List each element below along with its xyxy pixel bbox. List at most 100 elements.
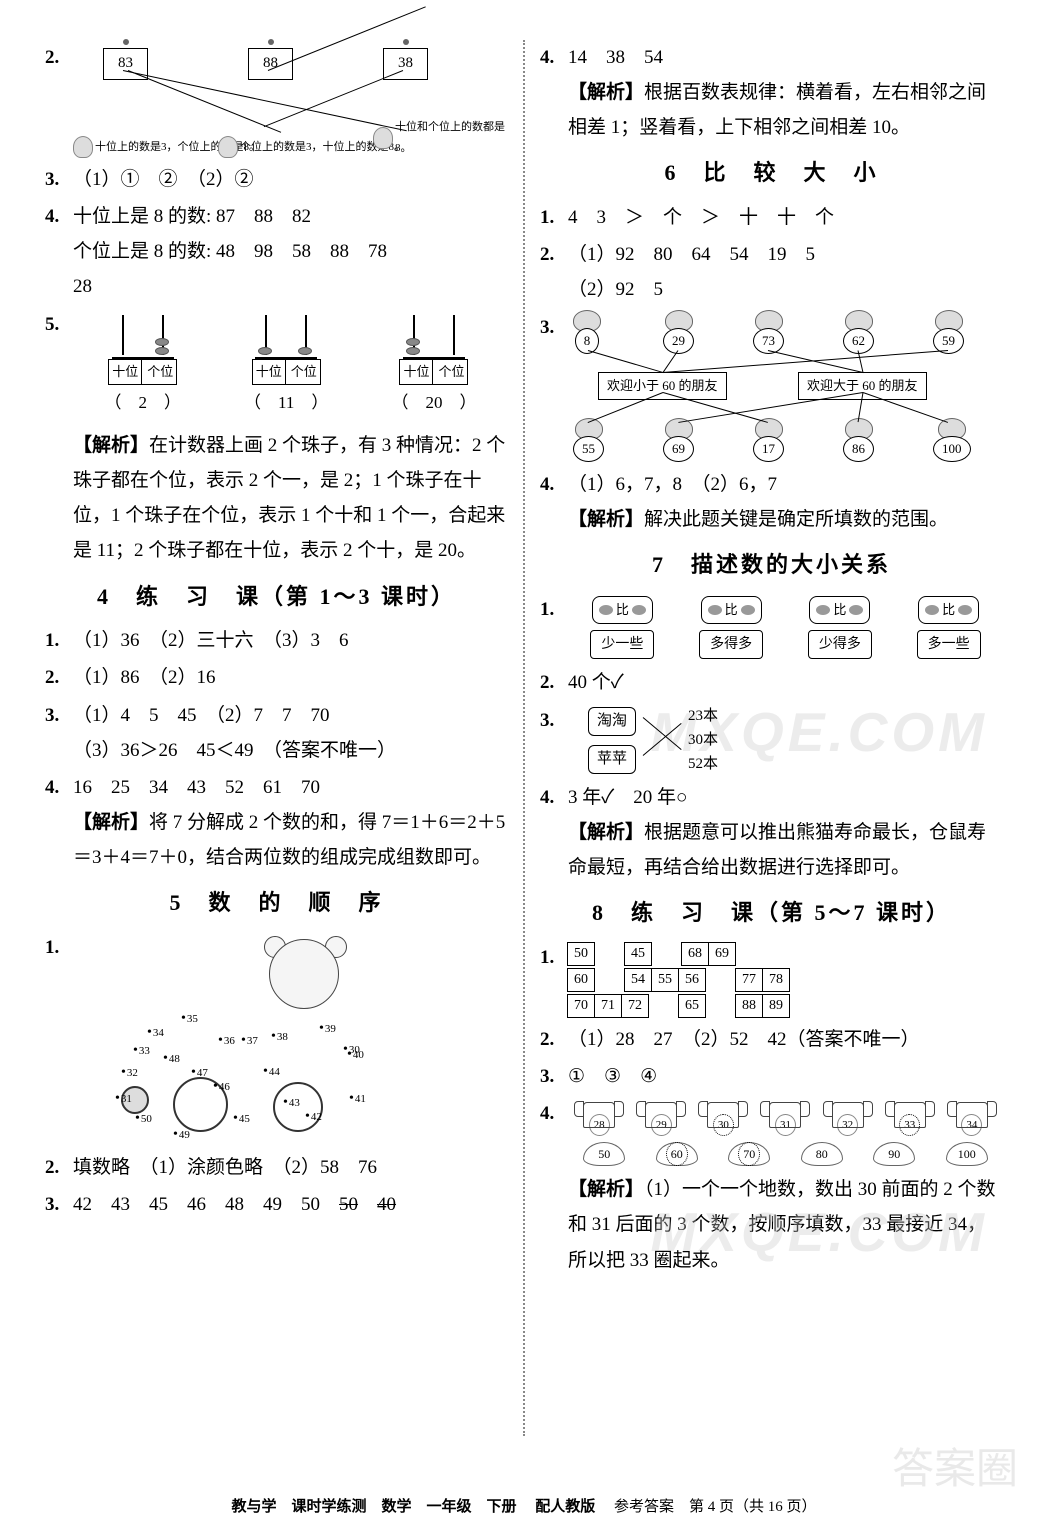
q4: 4. 十位上是 8 的数: 87 88 82 个位上是 8 的数: 48 98 … (45, 199, 508, 304)
hat-100: 100 (946, 1142, 988, 1166)
q3: 3. （1）① ② （2）② (45, 162, 508, 197)
face-diagram: 82973625955691786100欢迎小于 60 的朋友欢迎大于 60 的… (568, 310, 1003, 465)
num-cell: 68 (681, 942, 709, 966)
compare-row: 比少一些比多得多比少得多比多一些 (568, 596, 1003, 660)
hat-90: 90 (873, 1142, 915, 1166)
section4-title: 4 练 习 课（第 1～3 课时） (45, 577, 508, 618)
balloon-2: 88 (248, 48, 293, 80)
num-cell: 45 (624, 942, 652, 966)
num-cell: 54 (624, 968, 652, 992)
dot-45: 45 (233, 1106, 250, 1132)
abacus-0: 十位个位（ 2 ） (105, 315, 182, 418)
r-q4: 4. 14 38 54 【解析】根据百数表规律：横着看，左右相邻之间相差 1；竖… (540, 40, 1003, 145)
q-num: 3. (45, 162, 73, 197)
s5-q3: 3.42 43 45 46 48 49 50 50 40 (45, 1187, 508, 1222)
hat-row: 5060708090100 (568, 1142, 1003, 1166)
shirt-32: 32 (828, 1102, 868, 1136)
dot-50: 50 (135, 1106, 152, 1132)
q2: 2. 83 88 38 十位上的数是3，个位上的数是8。 个位上的数是3，十位上… (45, 40, 508, 160)
dot-40: 40 (347, 1042, 364, 1068)
watermark-2: MXQE.COM (650, 1200, 988, 1264)
num-cell: 72 (621, 994, 649, 1018)
dot-36: 36 (218, 1028, 235, 1054)
num-cell: 69 (708, 942, 736, 966)
q-num: 2. (45, 40, 73, 75)
face-bottom-1: 69 (663, 418, 694, 462)
num-cell: 50 (567, 942, 595, 966)
footer-bold-1: 教与学 课时学练测 数学 一年级 下册 (231, 1499, 516, 1515)
section7-title: 7 描述数的大小关系 (540, 545, 1003, 586)
footer-bold-2: 配人教版 (535, 1499, 595, 1515)
bear-car-diagram: 3435363738393040414243444546474849503132… (73, 934, 508, 1144)
face-bottom-0: 55 (573, 418, 604, 462)
q-num: 4. (45, 199, 73, 234)
dot-37: 37 (241, 1028, 258, 1054)
num-cell: 55 (651, 968, 679, 992)
left-column: 2. 83 88 38 十位上的数是3，个位上的数是8。 个位上的数是3，十位上… (30, 40, 525, 1436)
section8-title: 8 练 习 课（第 5～7 课时） (540, 893, 1003, 934)
dot-41: 41 (349, 1086, 366, 1112)
compare-2: 比少得多 (808, 596, 872, 660)
section6-title: 6 比 较 大 小 (540, 153, 1003, 194)
dot-48: 48 (163, 1046, 180, 1072)
num-cell: 56 (678, 968, 706, 992)
dot-49: 49 (173, 1122, 190, 1148)
num-cell: 65 (678, 994, 706, 1018)
s7-q1: 1. 比少一些比多得多比少得多比多一些 (540, 592, 1003, 664)
s6-q4: 4. （1）6，7，8 （2）6，7 【解析】解决此题关键是确定所填数的范围。 (540, 467, 1003, 537)
hat-80: 80 (801, 1142, 843, 1166)
q-num: 5. (45, 307, 73, 342)
dot-38: 38 (271, 1024, 288, 1050)
s6-q3: 3. 82973625955691786100欢迎小于 60 的朋友欢迎大于 6… (540, 310, 1003, 465)
dot-43: 43 (283, 1090, 300, 1116)
face-bottom-3: 86 (843, 418, 874, 462)
dot-42: 42 (305, 1104, 322, 1130)
shirt-31: 31 (765, 1102, 805, 1136)
q4-line2: 个位上是 8 的数: 48 98 58 88 78 (73, 234, 508, 269)
q5: 5. 十位个位（ 2 ） 十位个位（ 11 ） 十位个位（ 20 ） (45, 307, 508, 426)
num-cell: 88 (735, 994, 763, 1018)
watermark-answer: 答案圈 (892, 1435, 1018, 1496)
dot-39: 39 (319, 1016, 336, 1042)
footer-rest: 参考答案 第 4 页（共 16 页） (614, 1499, 817, 1515)
s7-q2: 2.40 个✓ (540, 665, 1003, 700)
face-top-2: 73 (753, 310, 784, 354)
dot-47: 47 (191, 1060, 208, 1086)
face-top-3: 62 (843, 310, 874, 354)
q3-body: （1）① ② （2）② (73, 162, 508, 197)
s8-q2: 2.（1）28 27 （2）52 42（答案不唯一） (540, 1022, 1003, 1057)
num-cell: 60 (567, 968, 595, 992)
abacus-row: 十位个位（ 2 ） 十位个位（ 11 ） 十位个位（ 20 ） (73, 315, 508, 418)
hat-60: 60 (656, 1142, 698, 1166)
shirt-29: 29 (641, 1102, 681, 1136)
s4-q2: 2.（1）86 （2）16 (45, 660, 508, 695)
shirt-30: 30 (703, 1102, 743, 1136)
s7-q4: 4. 3 年✓ 20 年○ 【解析】根据题意可以推出熊猫寿命最长，仓鼠寿命最短，… (540, 780, 1003, 885)
number-grids: 50456869605455567778707172658889 (568, 940, 1003, 1020)
section5-title: 5 数 的 顺 序 (45, 883, 508, 924)
balloon-diagram: 83 88 38 十位上的数是3，个位上的数是8。 个位上的数是3，十位上的数是… (73, 40, 508, 160)
compare-0: 比少一些 (590, 596, 654, 660)
num-cell: 78 (762, 968, 790, 992)
q4-line3: 28 (73, 269, 508, 304)
face-bottom-4: 100 (933, 418, 971, 462)
s8-q3: 3.① ③ ④ (540, 1059, 1003, 1094)
num-cell: 70 (567, 994, 595, 1018)
q5-analysis: 【解析】在计数器上画 2 个珠子，有 3 种情况：2 个珠子都在个位，表示 2 … (45, 428, 508, 569)
q4-line1: 十位上是 8 的数: 87 88 82 (73, 199, 508, 234)
s5-q2: 2.填数略 （1）涂颜色略 （2）58 76 (45, 1150, 508, 1185)
s4-q1: 1.（1）36 （2）三十六 （3）3 6 (45, 623, 508, 658)
shirt-28: 28 (579, 1102, 619, 1136)
s8-q1: 1. 50456869605455567778707172658889 (540, 940, 1003, 1020)
num-cell: 89 (762, 994, 790, 1018)
dot-44: 44 (263, 1059, 280, 1085)
compare-1: 比多得多 (699, 596, 763, 660)
shirt-34: 34 (952, 1102, 992, 1136)
shirt-row: 28 29 30 31 32 33 34 (568, 1102, 1003, 1136)
dot-35: 35 (181, 1006, 198, 1032)
shirt-33: 33 (890, 1102, 930, 1136)
page-footer: 教与学 课时学练测 数学 一年级 下册 配人教版 参考答案 第 4 页（共 16… (0, 1495, 1048, 1516)
dot-46: 46 (213, 1074, 230, 1100)
abacus-2: 十位个位（ 20 ） (391, 315, 476, 418)
abacus-1: 十位个位（ 11 ） (244, 315, 328, 418)
